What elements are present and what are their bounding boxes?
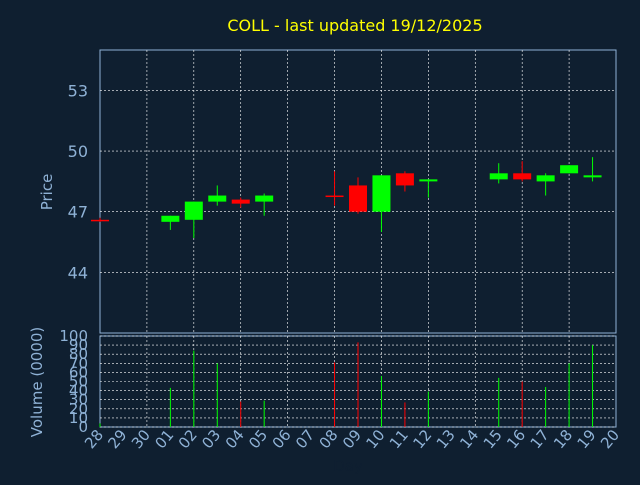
volume-tick-label: 0 [78, 418, 88, 436]
candle-body [208, 195, 227, 202]
x-tick-label: 02 [175, 426, 201, 452]
x-tick-label: 17 [527, 426, 553, 452]
candle-body [560, 165, 579, 174]
x-tick-label: 04 [222, 426, 248, 452]
volume-tick-label: 20 [69, 400, 88, 418]
price-tick-label: 53 [68, 81, 88, 100]
volume-tick-label: 30 [69, 391, 88, 409]
axes: COLL - last updated 19/12/2025 Price Vol… [28, 16, 623, 475]
candle-body [395, 173, 414, 186]
x-tick-label: 14 [456, 426, 482, 452]
candle-body [372, 175, 391, 212]
x-tick-label: 05 [245, 426, 271, 452]
x-tick-label: 11 [386, 426, 412, 452]
candle-body [583, 175, 602, 178]
candle-body [325, 195, 344, 198]
x-tick-label: 15 [480, 426, 506, 452]
x-tick-label: 18 [550, 426, 576, 452]
candlesticks [91, 157, 602, 238]
candle-body [231, 199, 250, 204]
chart-title: COLL - last updated 19/12/2025 [227, 16, 482, 35]
x-tick-label: 03 [198, 426, 224, 452]
price-tick-label: 50 [68, 142, 88, 161]
candle-body [489, 173, 508, 180]
volume-tick-label: 100 [59, 327, 88, 345]
price-tick-label: 47 [68, 203, 88, 222]
x-tick-label: 10 [362, 426, 388, 452]
volume-tick-label: 40 [69, 382, 88, 400]
x-tick-label: 19 [574, 426, 600, 452]
x-tick-label: 07 [292, 426, 318, 452]
x-tick-label: 06 [269, 426, 295, 452]
candle-body [513, 173, 532, 180]
volume-bars [99, 342, 594, 427]
volume-tick-label: 90 [69, 336, 88, 354]
price-tick-label: 44 [68, 263, 88, 282]
candle-body [91, 219, 109, 222]
x-tick-label: 16 [503, 426, 529, 452]
x-tick-label: 12 [409, 426, 435, 452]
volume-tick-label: 80 [69, 345, 88, 363]
volume-tick-label: 10 [69, 409, 88, 427]
x-tick-label: 29 [104, 426, 130, 452]
price-panel-frame [99, 49, 617, 334]
candle-body [161, 215, 180, 222]
volume-tick-label: 70 [69, 354, 88, 372]
x-tick-label: 08 [316, 426, 342, 452]
x-tick-label: 01 [151, 426, 177, 452]
x-tick-label: 09 [339, 426, 365, 452]
volume-tick-label: 60 [69, 363, 88, 381]
candle-body [536, 175, 555, 182]
candle-body [419, 179, 438, 182]
price-axis-label: Price [38, 174, 56, 211]
x-tick-label: 30 [128, 426, 154, 452]
x-tick-label: 20 [597, 426, 623, 452]
x-tick-label: 13 [433, 426, 459, 452]
x-axis-label: Day [333, 457, 363, 475]
candle-body [255, 195, 274, 202]
volume-axis-label: Volume (0000) [28, 327, 46, 437]
candle-body [184, 201, 203, 220]
volume-tick-label: 50 [69, 373, 88, 391]
candle-body [349, 185, 367, 212]
